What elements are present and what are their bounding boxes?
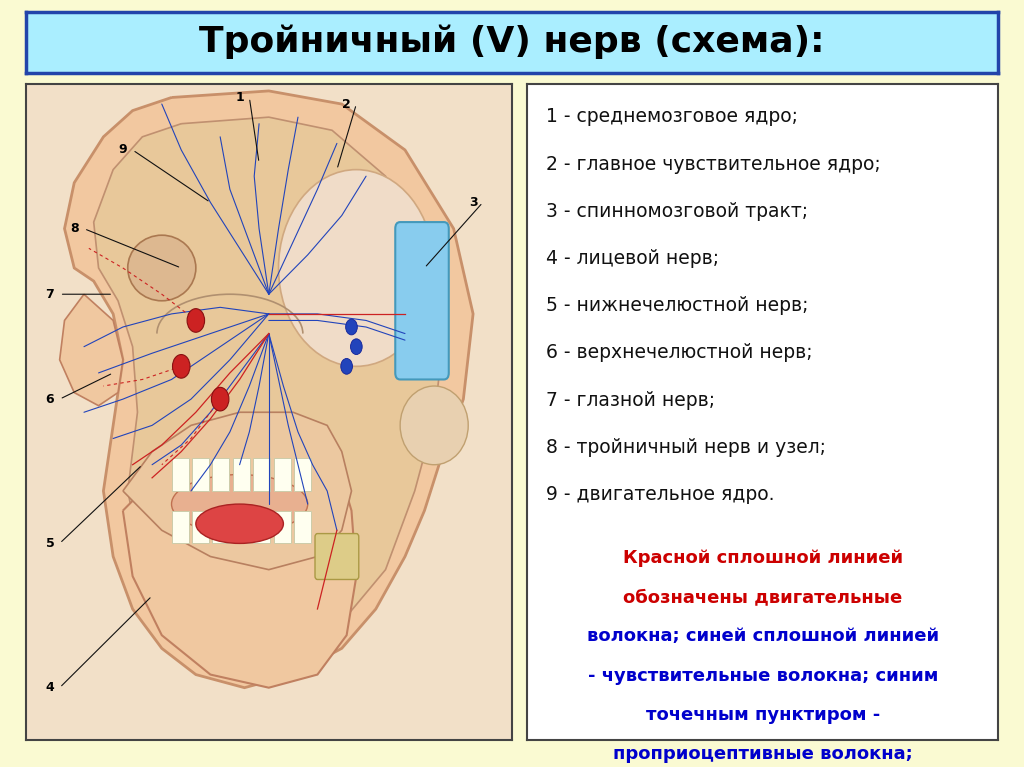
Text: 3 - спинномозговой тракт;: 3 - спинномозговой тракт;	[546, 202, 808, 221]
PathPatch shape	[123, 413, 351, 570]
Text: 9: 9	[119, 143, 127, 156]
Circle shape	[341, 358, 352, 374]
Text: 7: 7	[45, 288, 54, 301]
FancyBboxPatch shape	[315, 534, 358, 580]
PathPatch shape	[65, 91, 473, 688]
PathPatch shape	[94, 117, 444, 661]
Bar	[294, 511, 311, 543]
Bar	[253, 458, 270, 491]
Bar	[232, 458, 250, 491]
Text: 8 - тройничный нерв и узел;: 8 - тройничный нерв и узел;	[546, 438, 826, 457]
Circle shape	[346, 319, 357, 335]
Text: 7 - глазной нерв;: 7 - глазной нерв;	[546, 390, 716, 410]
Text: точечным пунктиром -: точечным пунктиром -	[646, 706, 880, 724]
Ellipse shape	[171, 475, 307, 534]
Text: проприоцептивные волокна;: проприоцептивные волокна;	[613, 746, 912, 763]
Ellipse shape	[279, 170, 434, 367]
Bar	[294, 458, 311, 491]
Bar	[171, 458, 188, 491]
Circle shape	[187, 308, 205, 332]
Text: 2 - главное чувствительное ядро;: 2 - главное чувствительное ядро;	[546, 154, 881, 173]
Text: - чувствительные волокна; синим: - чувствительные волокна; синим	[588, 667, 938, 685]
Text: 5: 5	[45, 537, 54, 550]
Text: 4: 4	[45, 681, 54, 694]
Text: 4 - лицевой нерв;: 4 - лицевой нерв;	[546, 249, 719, 268]
Circle shape	[211, 387, 229, 411]
Bar	[232, 511, 250, 543]
Text: 3: 3	[469, 196, 477, 209]
Bar	[191, 511, 209, 543]
Text: 9 - двигательное ядро.: 9 - двигательное ядро.	[546, 485, 775, 504]
PathPatch shape	[123, 458, 356, 688]
Text: 1: 1	[236, 91, 244, 104]
Ellipse shape	[128, 235, 196, 301]
Bar	[171, 511, 188, 543]
Bar	[212, 511, 229, 543]
Ellipse shape	[196, 504, 284, 543]
Text: 6 - верхнечелюстной нерв;: 6 - верхнечелюстной нерв;	[546, 344, 813, 362]
Text: 8: 8	[70, 222, 79, 235]
Bar	[273, 458, 291, 491]
Bar	[253, 511, 270, 543]
Text: 2: 2	[342, 97, 351, 110]
FancyBboxPatch shape	[395, 222, 449, 380]
Bar	[273, 511, 291, 543]
PathPatch shape	[59, 295, 123, 406]
Text: 6: 6	[46, 393, 54, 406]
Text: Красной сплошной линией: Красной сплошной линией	[623, 548, 903, 567]
Bar	[212, 458, 229, 491]
Circle shape	[172, 354, 190, 378]
Text: волокна; синей сплошной линией: волокна; синей сплошной линией	[587, 627, 939, 645]
Bar	[191, 458, 209, 491]
Text: 1 - среднемозговое ядро;: 1 - среднемозговое ядро;	[546, 107, 798, 127]
Ellipse shape	[400, 386, 468, 465]
Circle shape	[350, 339, 362, 354]
Text: обозначены двигательные: обозначены двигательные	[624, 588, 902, 606]
Text: 5 - нижнечелюстной нерв;: 5 - нижнечелюстной нерв;	[546, 296, 809, 315]
Text: Тройничный (V) нерв (схема):: Тройничный (V) нерв (схема):	[200, 25, 824, 59]
